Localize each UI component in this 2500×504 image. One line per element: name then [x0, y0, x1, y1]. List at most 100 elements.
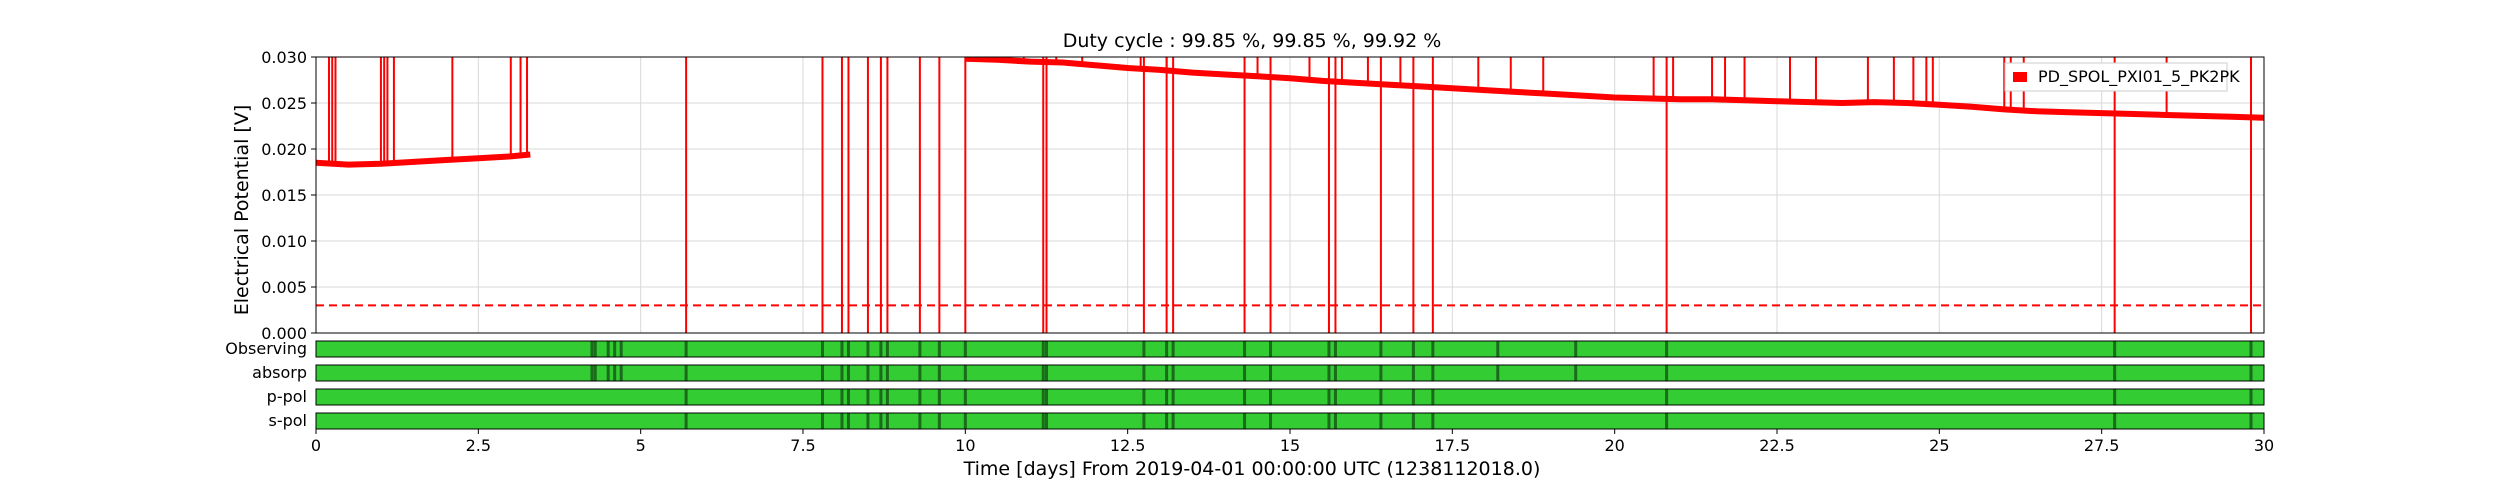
- segment-gap: [1327, 413, 1331, 429]
- segment-gap: [1041, 413, 1045, 429]
- segment-gap: [963, 389, 967, 405]
- segment-gap: [2113, 365, 2117, 381]
- segment-gap: [885, 365, 889, 381]
- segment-gap: [606, 365, 610, 381]
- segment-gap: [613, 341, 617, 357]
- segment-gap: [1171, 389, 1175, 405]
- plot-area: [315, 56, 2265, 334]
- segment-gap: [1045, 389, 1048, 405]
- segment-gap: [1574, 341, 1578, 357]
- segment-gap: [1041, 365, 1045, 381]
- segment-gap: [918, 389, 922, 405]
- segment-gap: [1243, 413, 1247, 429]
- segment-row-label: absorp: [252, 363, 307, 382]
- segment-row-bar: [316, 341, 2264, 357]
- segment-gap: [1171, 365, 1175, 381]
- x-axis-label: Time [days] From 2019-04-01 00:00:00 UTC…: [963, 458, 1541, 480]
- segment-gap: [684, 413, 688, 429]
- segment-row-label: s-pol: [269, 411, 308, 430]
- x-tick-label: 15: [1280, 436, 1300, 455]
- segment-row-label: p-pol: [267, 387, 307, 406]
- segment-gap: [1165, 389, 1169, 405]
- segment-row-frame: [315, 340, 2265, 358]
- segment-row-frame: [315, 388, 2265, 406]
- x-tick-label: 0: [311, 436, 321, 455]
- segment-gap: [1165, 413, 1169, 429]
- segment-gap: [1665, 413, 1669, 429]
- y-axis-label: Electrical Potential [V]: [231, 105, 253, 315]
- x-tick-label: 7.5: [790, 436, 815, 455]
- segment-gap: [1411, 413, 1415, 429]
- segment-gap: [1574, 365, 1578, 381]
- segment-gap: [619, 341, 623, 357]
- legend-box: [2004, 62, 2228, 92]
- segment-gap: [840, 389, 844, 405]
- segment-gap: [1379, 341, 1383, 357]
- segment-gap: [590, 341, 594, 357]
- segment-gap: [963, 341, 967, 357]
- segment-gap: [1045, 341, 1048, 357]
- segment-gap: [918, 341, 922, 357]
- x-tick-label: 22.5: [1759, 436, 1795, 455]
- series-line: [316, 57, 2264, 168]
- segment-gap: [684, 389, 688, 405]
- segment-gap: [1333, 389, 1337, 405]
- segment-gap: [1142, 341, 1146, 357]
- segment-gap: [684, 341, 688, 357]
- segment-gap: [1431, 341, 1435, 357]
- segment-gap: [846, 413, 850, 429]
- segment-gap: [619, 365, 623, 381]
- segment-gap: [2249, 413, 2253, 429]
- segment-gap: [820, 389, 824, 405]
- segment-gap: [1041, 341, 1045, 357]
- legend-entry: PD_SPOL_PXI01_5_PK2PK: [2038, 67, 2240, 87]
- x-tick-label: 5: [636, 436, 646, 455]
- segment-gap: [1333, 341, 1337, 357]
- segment-gap: [1165, 365, 1169, 381]
- y-tick-label: 0.015: [261, 186, 307, 205]
- y-tick-label: 0.000: [261, 324, 307, 343]
- segment-gap: [937, 389, 941, 405]
- segment-gap: [1496, 365, 1500, 381]
- segment-gap: [866, 365, 870, 381]
- segment-gap: [1045, 365, 1048, 381]
- segment-gap: [1379, 413, 1383, 429]
- segment-gap: [1165, 341, 1169, 357]
- segment-gap: [937, 365, 941, 381]
- segment-gap: [866, 341, 870, 357]
- legend: PD_SPOL_PXI01_5_PK2PK: [2004, 62, 2240, 92]
- segment-gap: [1496, 341, 1500, 357]
- x-tick-label: 12.5: [1110, 436, 1146, 455]
- segment-gap: [879, 365, 883, 381]
- segment-row-label: Observing: [225, 339, 307, 358]
- segment-gap: [2113, 341, 2117, 357]
- segment-gap: [885, 413, 889, 429]
- segment-gap: [879, 341, 883, 357]
- segment-gap: [937, 341, 941, 357]
- segment-gap: [1411, 389, 1415, 405]
- segment-gap: [1665, 389, 1669, 405]
- segment-gap: [1333, 413, 1337, 429]
- segment-row-bar: [316, 365, 2264, 381]
- series-clip-group: [316, 57, 2264, 333]
- segment-gap: [606, 341, 610, 357]
- legend-swatch: [2013, 72, 2027, 82]
- chart-title: Duty cycle : 99.85 %, 99.85 %, 99.92 %: [1063, 30, 1442, 52]
- x-tick-label: 17.5: [1435, 436, 1471, 455]
- segment-gap: [1142, 413, 1146, 429]
- segment-gap: [918, 365, 922, 381]
- segment-gap: [1431, 413, 1435, 429]
- segment-gap: [1243, 365, 1247, 381]
- segment-gap: [684, 365, 688, 381]
- segment-gap: [820, 341, 824, 357]
- segment-gap: [879, 413, 883, 429]
- segment-gap: [1269, 365, 1273, 381]
- y-tick-label: 0.020: [261, 140, 307, 159]
- segment-row-bar: [316, 389, 2264, 405]
- segment-gap: [1379, 389, 1383, 405]
- segment-gap: [1431, 365, 1435, 381]
- segment-gap: [1269, 341, 1273, 357]
- segment-gap: [2113, 389, 2117, 405]
- x-tick-label: 10: [955, 436, 975, 455]
